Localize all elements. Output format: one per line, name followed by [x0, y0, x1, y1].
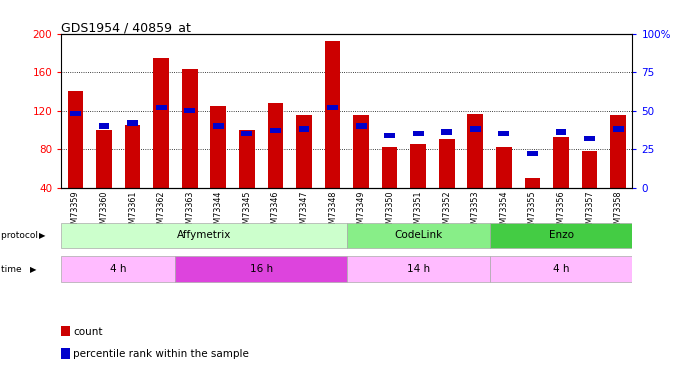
- Text: 14 h: 14 h: [407, 264, 430, 273]
- Text: Enzo: Enzo: [549, 230, 573, 240]
- Bar: [153, 58, 169, 188]
- Text: ▶: ▶: [30, 265, 37, 274]
- Text: Affymetrix: Affymetrix: [177, 230, 231, 240]
- Text: ▶: ▶: [39, 231, 46, 240]
- FancyBboxPatch shape: [490, 223, 632, 248]
- Bar: [610, 116, 626, 188]
- Bar: [124, 125, 141, 188]
- Bar: [213, 123, 224, 129]
- Text: time: time: [1, 265, 24, 274]
- Bar: [524, 178, 541, 188]
- Bar: [467, 114, 483, 188]
- Text: count: count: [73, 327, 103, 337]
- FancyBboxPatch shape: [175, 256, 347, 282]
- Bar: [356, 123, 367, 129]
- Bar: [156, 105, 167, 110]
- Bar: [267, 103, 284, 188]
- Bar: [496, 147, 512, 188]
- Bar: [324, 42, 341, 188]
- Bar: [581, 151, 598, 188]
- Text: protocol: protocol: [1, 231, 41, 240]
- Bar: [270, 128, 281, 133]
- Text: 4 h: 4 h: [110, 264, 126, 273]
- Text: 4 h: 4 h: [553, 264, 569, 273]
- Bar: [470, 126, 481, 132]
- Bar: [99, 123, 109, 129]
- Bar: [413, 131, 424, 136]
- Bar: [441, 129, 452, 135]
- Bar: [553, 136, 569, 188]
- Text: CodeLink: CodeLink: [394, 230, 442, 240]
- Bar: [241, 131, 252, 136]
- Bar: [239, 130, 255, 188]
- Bar: [299, 126, 309, 132]
- Bar: [184, 108, 195, 113]
- Bar: [127, 120, 138, 126]
- Bar: [439, 140, 455, 188]
- Bar: [182, 69, 198, 188]
- Bar: [498, 131, 509, 136]
- FancyBboxPatch shape: [61, 256, 175, 282]
- Bar: [67, 92, 84, 188]
- Bar: [353, 116, 369, 188]
- Bar: [527, 151, 538, 156]
- Bar: [210, 106, 226, 188]
- Bar: [96, 130, 112, 188]
- FancyBboxPatch shape: [347, 256, 490, 282]
- FancyBboxPatch shape: [490, 256, 632, 282]
- FancyBboxPatch shape: [61, 223, 347, 248]
- Bar: [384, 132, 395, 138]
- Bar: [70, 111, 81, 116]
- Text: percentile rank within the sample: percentile rank within the sample: [73, 350, 250, 359]
- Bar: [296, 116, 312, 188]
- Text: 16 h: 16 h: [250, 264, 273, 273]
- Bar: [584, 136, 595, 141]
- Bar: [613, 126, 624, 132]
- FancyBboxPatch shape: [347, 223, 490, 248]
- Bar: [381, 147, 398, 188]
- Bar: [556, 129, 566, 135]
- Bar: [327, 105, 338, 110]
- Text: GDS1954 / 40859_at: GDS1954 / 40859_at: [61, 21, 191, 34]
- Bar: [410, 144, 426, 188]
